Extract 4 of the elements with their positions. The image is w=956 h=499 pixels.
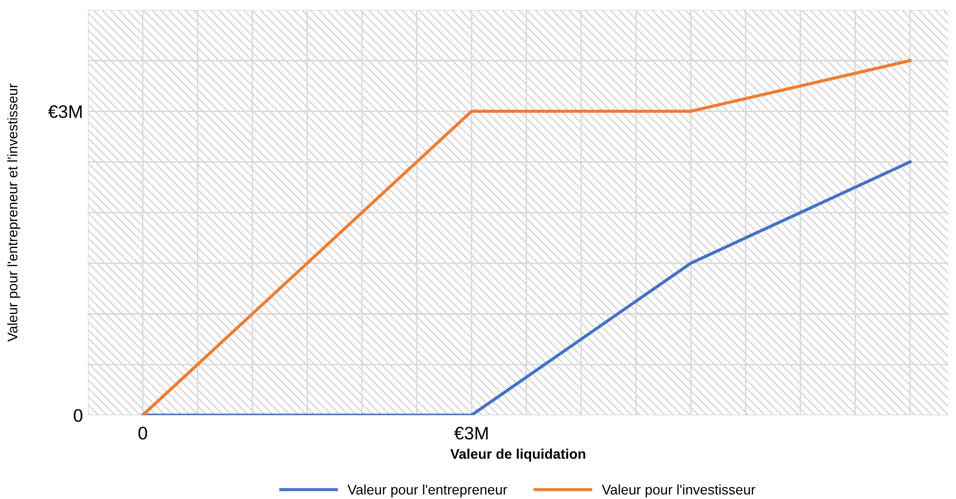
x-axis-title: Valeur de liquidation [450,448,586,462]
legend-label: Valeur pour l'investisseur [602,484,756,498]
legend-label: Valeur pour l'entrepreneur [348,484,508,498]
y-axis-title: Valeur pour l'entrepreneur et l'investisseur [7,84,20,342]
